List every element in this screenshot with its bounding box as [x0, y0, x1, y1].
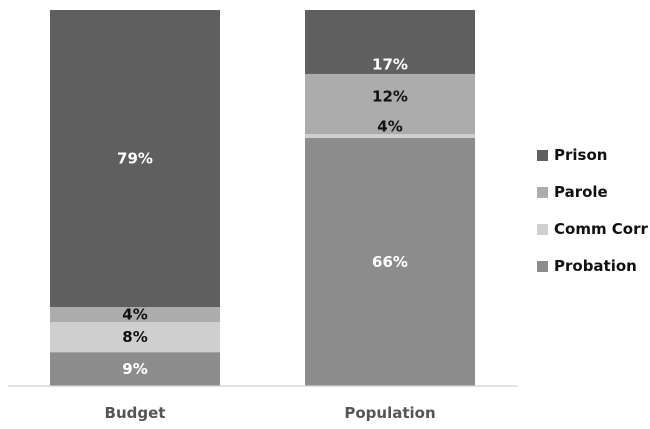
bars-layer	[50, 10, 475, 386]
legend-label-parole: Parole	[554, 183, 608, 201]
data-label-budget-probation: 9%	[122, 360, 147, 378]
data-label-budget-comm-corr: 8%	[122, 328, 147, 346]
bar-budget-parole	[50, 307, 220, 323]
category-label-population: Population	[344, 404, 435, 422]
bar-budget-comm-corr	[50, 322, 220, 353]
data-label-population-parole: 4%	[377, 118, 402, 136]
data-label-population-parole-upper: 12%	[372, 87, 408, 105]
category-labels-layer: Budget Population	[105, 404, 436, 422]
legend-swatch-comm-corr	[537, 224, 548, 235]
bar-budget-prison	[50, 10, 220, 308]
data-label-budget-parole: 4%	[122, 306, 147, 324]
legend-label-prison: Prison	[554, 146, 607, 164]
legend: Prison Parole Comm Corr Probation	[537, 146, 649, 275]
bar-budget-probation	[50, 352, 220, 386]
bar-population-parole	[305, 119, 475, 135]
legend-swatch-probation	[537, 261, 548, 272]
data-label-population-probation: 66%	[372, 253, 408, 271]
legend-label-comm-corr: Comm Corr	[554, 220, 649, 238]
category-label-budget: Budget	[105, 404, 166, 422]
bar-population-parole-upper	[305, 73, 475, 120]
data-label-population-prison: 17%	[372, 56, 408, 74]
bar-population-probation	[305, 137, 475, 386]
legend-swatch-parole	[537, 187, 548, 198]
legend-label-probation: Probation	[554, 257, 637, 275]
data-label-budget-prison: 79%	[117, 150, 153, 168]
bar-population-comm-corr	[305, 134, 475, 138]
segment-labels-layer: 9% 8% 4% 79% 66% 4% 17% 12%	[117, 56, 408, 379]
legend-swatch-prison	[537, 150, 548, 161]
